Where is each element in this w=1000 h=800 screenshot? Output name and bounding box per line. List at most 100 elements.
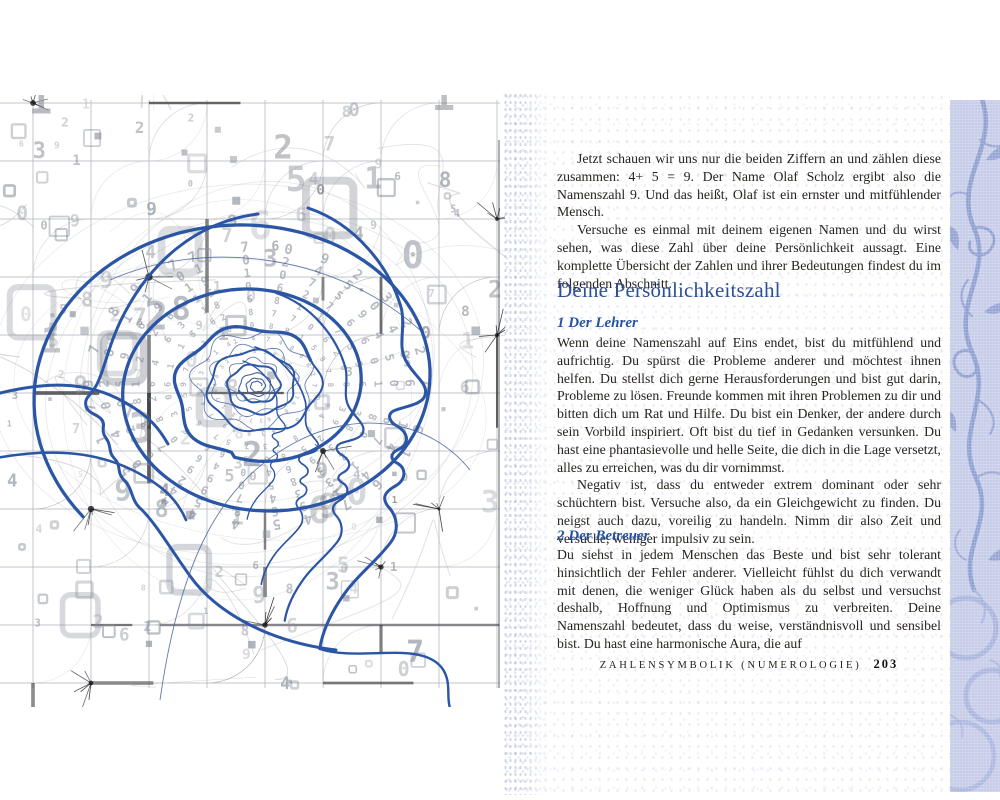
svg-text:6: 6 [297, 352, 306, 360]
svg-text:4: 4 [212, 459, 222, 471]
svg-text:4: 4 [231, 515, 241, 532]
svg-text:1: 1 [200, 305, 211, 318]
subsection-2-title-block: 2 Der Betreuer [557, 527, 941, 545]
svg-text:7: 7 [266, 335, 271, 344]
svg-text:4: 4 [280, 673, 290, 693]
svg-text:2: 2 [148, 395, 160, 403]
svg-text:2: 2 [188, 111, 195, 124]
svg-text:6: 6 [289, 400, 296, 406]
svg-text:8: 8 [279, 356, 285, 363]
svg-text:9: 9 [227, 212, 237, 232]
svg-text:0: 0 [40, 218, 47, 232]
svg-text:3: 3 [12, 389, 19, 402]
subsection-1-title-block: 1 Der Lehrer [557, 314, 941, 332]
svg-text:8: 8 [102, 347, 118, 358]
svg-text:6: 6 [271, 239, 279, 254]
svg-text:7: 7 [86, 344, 104, 356]
svg-text:0: 0 [278, 268, 287, 283]
svg-text:4: 4 [35, 522, 42, 536]
svg-text:4: 4 [354, 223, 364, 243]
svg-text:2: 2 [225, 359, 232, 365]
svg-text:7: 7 [245, 441, 250, 450]
svg-text:5: 5 [271, 515, 282, 532]
svg-text:8: 8 [233, 502, 242, 518]
svg-text:4: 4 [271, 427, 277, 436]
svg-text:5: 5 [309, 343, 319, 353]
svg-text:1: 1 [176, 342, 187, 352]
svg-text:9: 9 [199, 482, 211, 498]
svg-text:3: 3 [219, 364, 226, 370]
svg-text:4: 4 [349, 582, 358, 598]
svg-text:6: 6 [284, 462, 293, 474]
svg-text:1: 1 [394, 419, 411, 431]
svg-text:5: 5 [285, 160, 306, 200]
svg-text:0: 0 [240, 466, 247, 478]
svg-text:5: 5 [450, 205, 456, 216]
svg-text:7: 7 [295, 384, 301, 388]
svg-text:1: 1 [243, 266, 251, 281]
subsection-number: 2 [557, 528, 565, 544]
footer-page-number: 203 [873, 657, 899, 671]
svg-text:7: 7 [123, 400, 135, 423]
svg-text:0: 0 [241, 253, 250, 269]
svg-text:1: 1 [189, 329, 195, 340]
svg-text:7: 7 [323, 368, 333, 375]
svg-text:6: 6 [276, 281, 285, 295]
svg-text:9: 9 [318, 250, 332, 268]
svg-text:8: 8 [342, 102, 352, 121]
svg-text:8: 8 [365, 412, 379, 422]
svg-text:3: 3 [259, 416, 263, 422]
svg-text:2: 2 [308, 371, 317, 377]
svg-text:1: 1 [371, 380, 384, 387]
svg-text:3: 3 [170, 409, 181, 418]
subsection-name: Der Lehrer [568, 315, 638, 331]
svg-text:0: 0 [164, 393, 175, 400]
svg-text:2: 2 [135, 118, 145, 137]
svg-text:8: 8 [248, 308, 254, 318]
svg-text:0: 0 [238, 478, 246, 492]
decorative-border-strip [950, 100, 1000, 792]
svg-text:9: 9 [184, 462, 196, 476]
svg-text:6: 6 [295, 204, 306, 226]
svg-text:6: 6 [204, 356, 213, 364]
svg-text:7: 7 [216, 396, 223, 401]
svg-text:6: 6 [286, 614, 298, 637]
svg-text:8: 8 [154, 414, 166, 424]
svg-text:6: 6 [357, 335, 372, 347]
svg-text:9: 9 [221, 421, 229, 430]
svg-text:0: 0 [402, 473, 408, 484]
svg-text:6: 6 [194, 418, 204, 428]
body-paragraph: Wenn deine Namenszahl auf Eins endet, bi… [557, 335, 941, 475]
svg-text:1: 1 [166, 363, 177, 370]
svg-text:3: 3 [350, 408, 362, 417]
svg-text:8: 8 [138, 419, 153, 430]
svg-text:7: 7 [212, 431, 221, 441]
svg-text:7: 7 [235, 491, 243, 506]
svg-text:1: 1 [41, 322, 62, 362]
svg-text:0: 0 [249, 468, 257, 483]
svg-text:0: 0 [316, 182, 325, 199]
svg-text:6: 6 [264, 453, 271, 464]
svg-text:5: 5 [184, 405, 194, 413]
svg-text:6: 6 [320, 335, 331, 346]
svg-text:0: 0 [246, 286, 256, 306]
svg-text:7: 7 [207, 411, 216, 419]
svg-text:8: 8 [141, 582, 146, 592]
intro-block: Jetzt schauen wir uns nur die beiden Zif… [557, 150, 941, 292]
svg-text:8: 8 [326, 382, 335, 387]
gutter-shadow [503, 92, 549, 795]
svg-text:7: 7 [271, 309, 278, 320]
svg-text:8: 8 [293, 416, 302, 424]
svg-text:0: 0 [225, 324, 233, 334]
svg-text:2: 2 [300, 288, 311, 303]
svg-text:0: 0 [398, 657, 410, 681]
heading-block: Deine Persönlichkeitszahl [557, 277, 941, 303]
svg-text:7: 7 [323, 133, 335, 156]
svg-text:6: 6 [380, 415, 395, 426]
svg-text:1: 1 [203, 607, 208, 617]
svg-text:6: 6 [252, 560, 258, 572]
svg-text:8: 8 [288, 474, 298, 488]
svg-text:7: 7 [293, 395, 300, 400]
svg-text:9: 9 [316, 393, 321, 402]
